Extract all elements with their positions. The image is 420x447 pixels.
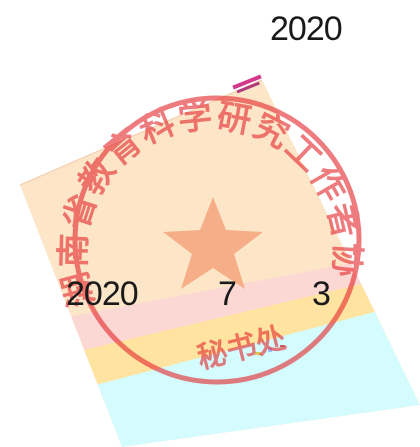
date-year: 2020: [66, 275, 139, 313]
star-icon: [163, 197, 263, 289]
date-line: 2020 7 3: [66, 275, 366, 319]
accent-marks: [232, 74, 262, 94]
header-year: 2020: [270, 10, 343, 48]
date-day: 3: [312, 275, 331, 313]
scan-specks: [255, 345, 285, 355]
seal-ring: [72, 95, 362, 385]
date-month: 7: [218, 275, 237, 313]
